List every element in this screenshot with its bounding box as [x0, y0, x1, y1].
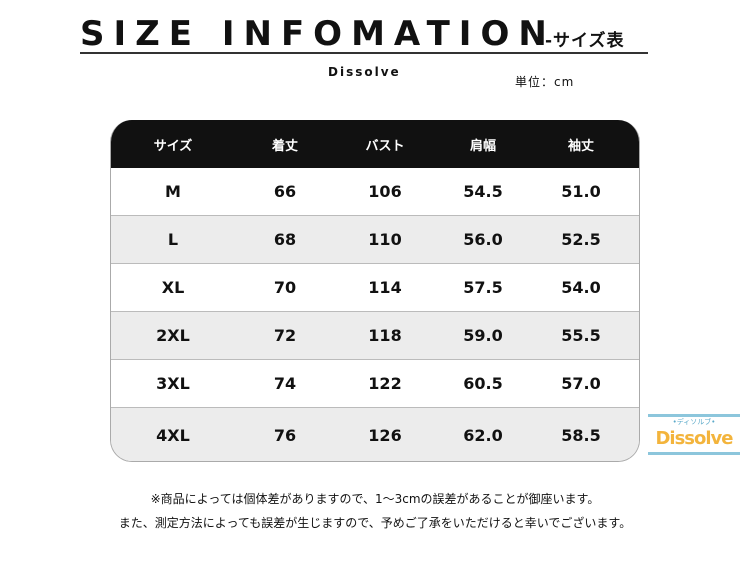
table-cell: XL	[161, 278, 185, 297]
table-cell: 62.0	[463, 425, 503, 445]
table-cell: 118	[368, 326, 402, 345]
table-cell: 54.0	[561, 278, 601, 297]
table-cell: 126	[368, 425, 402, 445]
table-cell: M	[165, 182, 181, 201]
page-subtitle: -サイズ表	[545, 31, 625, 51]
table-cell: 76	[273, 425, 297, 445]
column-header: 肩幅	[469, 138, 496, 154]
table-cell: 114	[368, 278, 402, 297]
table-row: XL 70 114 57.5 54.0	[111, 264, 639, 312]
table-cell: 57.5	[463, 278, 503, 297]
table-cell: 122	[368, 374, 402, 393]
table-cell: 51.0	[561, 182, 601, 201]
column-header: バスト	[365, 138, 405, 154]
table-cell: 70	[273, 278, 297, 297]
table-cell: 110	[368, 230, 402, 249]
table-cell: 68	[273, 230, 297, 249]
table-cell: 56.0	[463, 230, 503, 249]
column-header: サイズ	[153, 138, 193, 154]
table-row: 3XL 74 122 60.5 57.0	[111, 360, 639, 408]
table-cell: 106	[368, 182, 402, 201]
table-cell: 72	[273, 326, 297, 345]
column-header: 袖丈	[567, 138, 594, 154]
table-header: サイズ 着丈 バスト 肩幅 袖丈	[111, 120, 639, 168]
note-line-2: また、測定方法によっても誤差が生じますので、予めご了承をいただけると幸いでござい…	[118, 516, 632, 530]
table-row: L 68 110 56.0 52.5	[111, 216, 639, 264]
unit-label: 単位：cm	[515, 75, 575, 89]
table-cell: 57.0	[561, 374, 601, 393]
table-cell: 66	[273, 182, 297, 201]
column-header: 着丈	[271, 138, 298, 154]
table-row: 2XL 72 118 59.0 55.5	[111, 312, 639, 360]
table-cell: 60.5	[463, 374, 503, 393]
watermark-logo: •ディソルブ• Dissolve	[646, 414, 742, 456]
table-cell: 55.5	[561, 326, 601, 345]
table-row: 4XL 76 126 62.0 58.5	[111, 408, 639, 461]
table-cell: 74	[273, 374, 297, 393]
page-title: SIZE INFOMATION	[80, 14, 556, 54]
title-divider	[80, 52, 648, 54]
table-row: M 66 106 54.5 51.0	[111, 168, 639, 216]
size-table: サイズ 着丈 バスト 肩幅 袖丈 M 66 106 54.5 51.0 L 68 110 56.…	[110, 120, 640, 462]
table-cell: 3XL	[156, 374, 190, 393]
table-cell: 54.5	[463, 182, 503, 201]
table-cell: 52.5	[561, 230, 601, 249]
table-cell: 59.0	[463, 326, 503, 345]
watermark-small-text: •ディソルブ•	[672, 418, 716, 426]
brand-name: Dissolve	[328, 65, 401, 79]
table-cell: 58.5	[561, 425, 601, 445]
table-cell: 4XL	[156, 425, 190, 445]
note-line-1: ※商品によっては個体差がありますので、1～3cmの誤差があることが御座います。	[150, 492, 600, 506]
table-cell: L	[167, 230, 179, 249]
watermark-text: Dissolve	[655, 428, 733, 449]
table-cell: 2XL	[156, 326, 190, 345]
